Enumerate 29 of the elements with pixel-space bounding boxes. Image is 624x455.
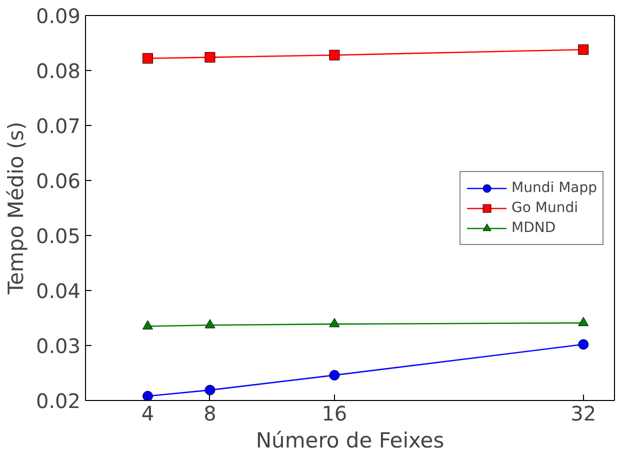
x-tick-label: 8 xyxy=(204,402,216,426)
y-tick-label: 0.02 xyxy=(36,389,80,413)
point xyxy=(204,384,216,396)
y-tick-label: 0.05 xyxy=(36,224,80,248)
y-tick-label: 0.07 xyxy=(36,114,80,138)
point xyxy=(578,44,589,55)
point xyxy=(578,316,589,326)
point xyxy=(142,53,153,64)
point xyxy=(142,320,153,330)
y-tick-label: 0.03 xyxy=(36,334,80,358)
point xyxy=(329,318,340,328)
x-axis-title: Número de Feixes xyxy=(256,428,444,452)
y-tick-label: 0.04 xyxy=(36,279,80,303)
point xyxy=(142,390,153,400)
point xyxy=(204,319,216,328)
point xyxy=(329,370,340,380)
x-tick-label: 32 xyxy=(570,402,596,426)
legend-label: Mundi Mapp xyxy=(512,180,597,196)
legend-label: MDND xyxy=(512,220,556,236)
x-tick-label: 16 xyxy=(322,402,348,426)
point xyxy=(204,52,216,63)
legend-label: Go Mundi xyxy=(512,200,578,216)
point xyxy=(578,339,589,350)
y-tick-label: 0.08 xyxy=(36,59,80,83)
y-tick-label: 0.09 xyxy=(36,4,80,28)
point xyxy=(329,50,340,60)
y-axis-title: Tempo Médio (s) xyxy=(4,122,28,296)
y-tick-label: 0.06 xyxy=(36,169,80,193)
x-tick-label: 4 xyxy=(141,402,154,426)
